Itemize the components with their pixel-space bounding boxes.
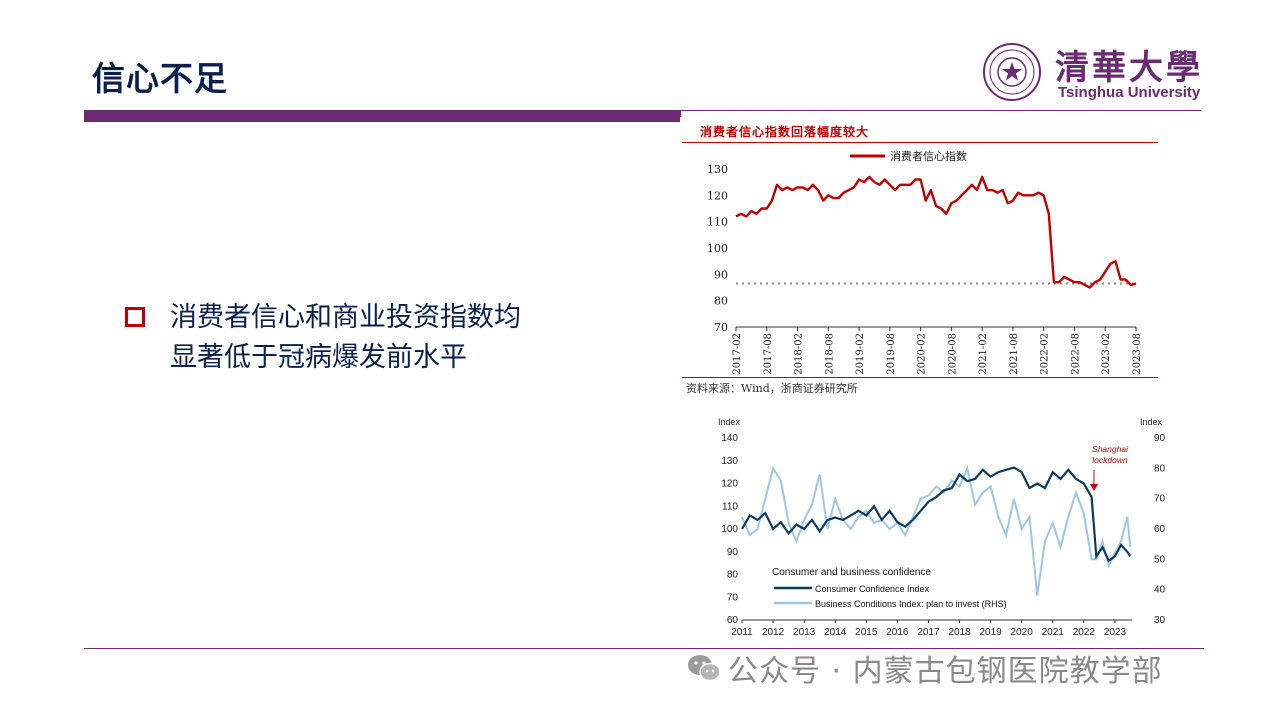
chart2-y-left-tick: 100 xyxy=(721,524,738,535)
chart2-annotation-line2: lockdown xyxy=(1092,455,1128,465)
bullet-text: 消费者信心和商业投资指数均 显著低于冠病爆发前水平 xyxy=(170,298,620,378)
chart2-x-tick: 2019 xyxy=(979,627,1002,638)
watermark: 公众号 · 内蒙古包钢医院教学部 xyxy=(686,646,1163,690)
chart1-series-line xyxy=(735,175,1137,289)
chart1-x-tick: 2021-08 xyxy=(1009,333,1020,375)
chart2-annotation-arrowhead xyxy=(1090,484,1098,491)
chart2-x-tick: 2013 xyxy=(793,627,816,638)
chart2-y-right-tick: 90 xyxy=(1154,433,1166,444)
slide-title: 信心不足 xyxy=(92,59,228,98)
chart1-y-tick: 80 xyxy=(714,295,728,308)
chart2-legend-consumer-label: Consumer Confidence Index xyxy=(815,584,930,594)
chart2-x-tick: 2020 xyxy=(1011,627,1034,638)
chart1-x-tick: 2019-02 xyxy=(855,333,866,375)
chart2-y-right-tick: 50 xyxy=(1154,554,1166,565)
chart1-x-tick: 2022-08 xyxy=(1070,333,1081,375)
chart1-x-tick: 2017-08 xyxy=(763,333,774,375)
chart1-title-rule xyxy=(682,142,1158,143)
chart1-x-tick: 2020-02 xyxy=(917,333,928,375)
chart2-y-left-tick: 60 xyxy=(727,615,739,626)
chart2-business-series-line xyxy=(741,465,1132,596)
chart2-consumer-series-line xyxy=(741,466,1132,563)
university-seal xyxy=(972,42,1048,102)
chart1-y-tick: 130 xyxy=(707,163,728,176)
chart1-y-tick: 90 xyxy=(714,268,728,281)
chart2-left-axis-label: Index xyxy=(718,417,741,427)
chart2-y-right-tick: 40 xyxy=(1154,585,1166,596)
chart1-x-tick: 2018-08 xyxy=(824,333,835,375)
watermark-text: 公众号 · 内蒙古包钢医院教学部 xyxy=(728,654,1163,689)
bullet-square-icon xyxy=(125,307,145,327)
title-underline-thin xyxy=(681,110,1201,111)
chart2-x-tick: 2022 xyxy=(1073,627,1096,638)
chart2-x-tick: 2014 xyxy=(824,627,847,638)
chart1-title: 消费者信心指数回落幅度较大 xyxy=(700,125,870,139)
chart2-x-tick: 2015 xyxy=(855,627,878,638)
chart2-y-right-tick: 80 xyxy=(1154,463,1166,474)
chart2-x-tick: 2017 xyxy=(917,627,940,638)
chart1-x-tick: 2023-08 xyxy=(1132,333,1143,375)
chart2-y-left-tick: 130 xyxy=(721,456,738,467)
university-logo-en: Tsinghua University xyxy=(1058,84,1201,101)
chart2-annotation-line1: Shanghai xyxy=(1092,444,1129,454)
chart1-y-tick: 110 xyxy=(707,216,728,229)
chart1-y-tick: 120 xyxy=(707,189,728,202)
chart2-y-right-tick: 70 xyxy=(1154,494,1166,505)
chart2-right-axis-label: Index xyxy=(1140,417,1163,427)
chart1-y-tick: 100 xyxy=(707,242,728,255)
chart1-x-tick: 2023-02 xyxy=(1101,333,1112,375)
chart2-y-right-tick: 30 xyxy=(1154,615,1166,626)
chart2-plot: Index Index 60 70 80 90 100 110 120 130 140 30 40 50 6… xyxy=(718,417,1166,638)
chart1-plot: 消费者信心指数 70 80 90 100 110 120 130 2017-02 2017-08 2… xyxy=(707,149,1143,375)
chart2-y-left-tick: 80 xyxy=(727,570,739,581)
chart1-source: 资料来源：Wind，浙商证券研究所 xyxy=(686,382,858,395)
chart2-x-tick: 2023 xyxy=(1104,627,1127,638)
chart1-x-tick: 2021-02 xyxy=(978,333,989,375)
chart2-x-tick: 2021 xyxy=(1042,627,1065,638)
chart2-y-left-tick: 110 xyxy=(722,501,738,512)
chart2-y-left-tick: 120 xyxy=(721,479,738,490)
chart2-legend-business-label: Business Conditions Index: plan to inves… xyxy=(815,599,1007,609)
bullet-line-1: 消费者信心和商业投资指数均 xyxy=(170,302,521,333)
chart2-y-left-tick: 70 xyxy=(727,592,739,603)
consumer-business-confidence-chart: Index Index 60 70 80 90 100 110 120 130 140 30 40 50 6… xyxy=(700,412,1170,644)
chart1-y-tick: 70 xyxy=(714,321,728,334)
chart1-x-tick: 2020-08 xyxy=(947,333,958,375)
chart1-bottom-rule xyxy=(682,377,1158,378)
chart1-x-tick: 2022-02 xyxy=(1040,333,1051,375)
chart1-x-tick: 2019-08 xyxy=(886,333,897,375)
chart2-legend-title: Consumer and business confidence xyxy=(772,567,931,578)
chart1-x-tick: 2017-02 xyxy=(732,333,743,375)
chart2-y-left-tick: 90 xyxy=(727,547,739,558)
wechat-icon xyxy=(688,655,721,682)
chart1-legend-label: 消费者信心指数 xyxy=(890,149,967,163)
chart1-x-tick: 2018-02 xyxy=(794,333,805,375)
consumer-confidence-chart: 消费者信心指数回落幅度较大 消费者信心指数 70 80 90 100 110 120 130 2… xyxy=(680,117,1160,397)
university-logo-cn: 清華大學 xyxy=(1055,48,1203,88)
chart2-y-left-tick: 140 xyxy=(721,433,738,444)
title-underline-bar xyxy=(84,110,681,122)
chart2-x-tick: 2018 xyxy=(948,627,971,638)
footer-rule xyxy=(84,648,1204,649)
chart2-y-right-tick: 60 xyxy=(1154,524,1166,535)
chart2-x-tick: 2011 xyxy=(731,627,753,638)
chart2-x-tick: 2016 xyxy=(886,627,909,638)
chart2-x-tick: 2012 xyxy=(762,627,785,638)
bullet-line-2: 显著低于冠病爆发前水平 xyxy=(170,342,467,373)
